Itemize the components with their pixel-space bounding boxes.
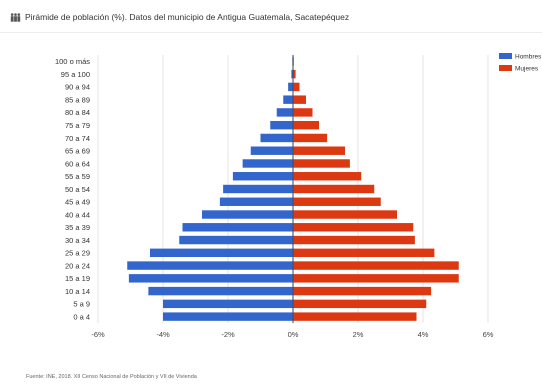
population-pyramid-icon <box>10 12 21 22</box>
legend-swatch <box>499 53 512 59</box>
bar-mujeres <box>293 172 362 181</box>
y-category-label: 80 a 84 <box>65 108 90 117</box>
bar-mujeres <box>293 159 350 168</box>
bar-mujeres <box>293 120 319 130</box>
y-category-label: 10 a 14 <box>65 287 90 296</box>
bar-hombres <box>202 210 293 219</box>
y-category-label: 35 a 39 <box>65 223 90 232</box>
x-tick-label: 6% <box>483 330 494 339</box>
bar-mujeres <box>293 69 296 79</box>
x-tick-label: -6% <box>91 330 105 339</box>
legend-label: Mujeres <box>515 66 539 73</box>
bar-hombres <box>148 286 293 296</box>
y-category-label: 75 a 79 <box>65 121 90 130</box>
y-category-label: 5 a 9 <box>73 300 90 309</box>
y-category-label: 30 a 34 <box>65 236 90 245</box>
x-tick-label: 4% <box>418 330 429 339</box>
bar-mujeres <box>293 235 415 245</box>
y-category-label: 95 a 100 <box>61 70 90 79</box>
bar-hombres <box>232 172 293 181</box>
x-tick-label: 2% <box>353 330 364 339</box>
bar-hombres <box>242 159 293 168</box>
bar-hombres <box>291 69 293 79</box>
x-tick-label: -4% <box>156 330 170 339</box>
bar-mujeres <box>293 299 427 309</box>
y-category-label: 90 a 94 <box>65 83 90 92</box>
y-category-label: 15 a 19 <box>65 274 90 283</box>
bar-hombres <box>182 223 293 232</box>
bar-mujeres <box>293 133 328 143</box>
bar-mujeres <box>293 248 435 258</box>
source-note: Fuente: INE, 2018. XII Censo Nacional de… <box>26 374 197 380</box>
legend-label: Hombres <box>515 54 542 61</box>
y-category-label: 100 o más <box>55 57 90 66</box>
bar-mujeres <box>293 197 381 206</box>
bar-hombres <box>250 146 293 155</box>
bar-mujeres <box>293 82 300 92</box>
bar-hombres <box>283 95 293 104</box>
y-category-label: 20 a 24 <box>65 261 90 270</box>
chart-title: Pirámide de población (%). Datos del mun… <box>25 12 350 22</box>
y-category-label: 60 a 64 <box>65 159 90 168</box>
bar-hombres <box>150 248 293 258</box>
x-tick-label: -2% <box>221 330 235 339</box>
bar-mujeres <box>293 184 375 194</box>
bar-mujeres <box>293 312 417 321</box>
x-tick-label: 0% <box>288 330 299 339</box>
chart-header: Pirámide de población (%). Datos del mun… <box>10 11 349 23</box>
bar-hombres <box>163 312 293 321</box>
y-category-label: 25 a 29 <box>65 249 90 258</box>
bar-hombres <box>288 82 293 92</box>
y-category-label: 0 a 4 <box>73 312 90 321</box>
bar-mujeres <box>293 210 397 219</box>
bar-hombres <box>219 197 293 206</box>
bar-mujeres <box>293 286 432 296</box>
bar-mujeres <box>293 108 313 117</box>
bar-mujeres <box>293 223 414 232</box>
bar-hombres <box>163 299 293 309</box>
bar-mujeres <box>293 146 345 155</box>
y-category-label: 70 a 74 <box>65 134 90 143</box>
bar-hombres <box>270 120 293 130</box>
y-category-label: 55 a 59 <box>65 172 90 181</box>
y-category-label: 85 a 89 <box>65 95 90 104</box>
y-category-label: 65 a 69 <box>65 147 90 156</box>
bar-hombres <box>276 108 293 117</box>
bar-hombres <box>127 261 293 270</box>
legend-swatch <box>499 65 512 71</box>
y-category-label: 40 a 44 <box>65 210 90 219</box>
y-category-label: 50 a 54 <box>65 185 90 194</box>
bar-hombres <box>223 184 293 194</box>
bar-hombres <box>179 235 293 245</box>
y-category-label: 45 a 49 <box>65 198 90 207</box>
bar-hombres <box>128 274 293 283</box>
header-divider <box>0 32 542 33</box>
bar-mujeres <box>293 95 306 104</box>
bar-hombres <box>260 133 293 143</box>
bar-mujeres <box>293 274 459 283</box>
bar-mujeres <box>293 261 459 270</box>
